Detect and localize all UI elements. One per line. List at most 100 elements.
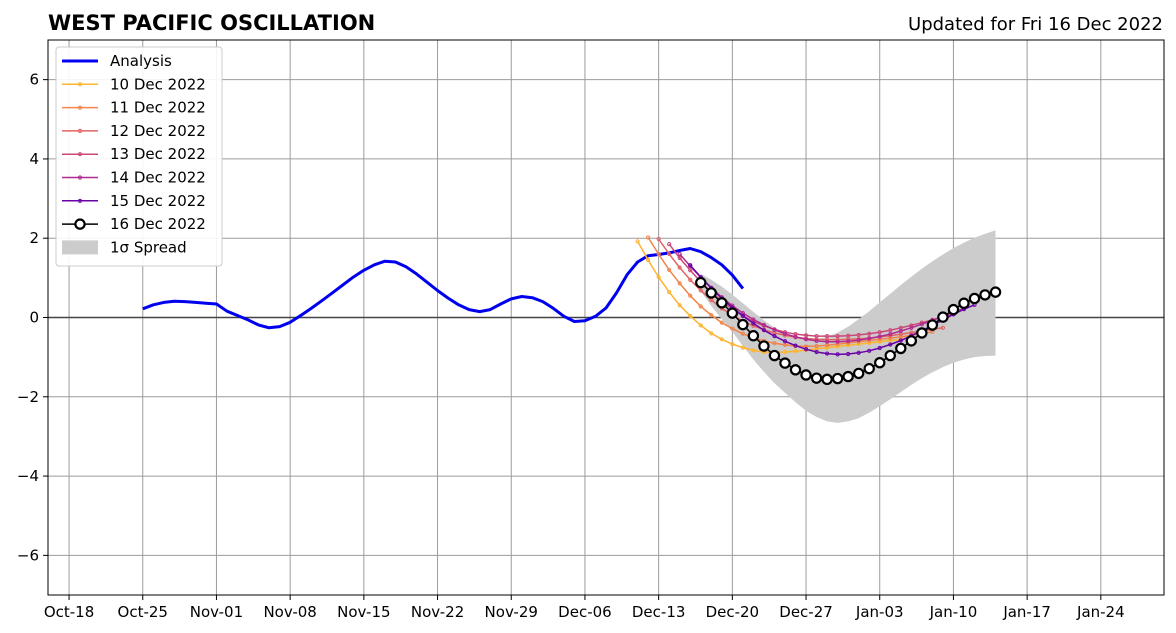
series-7-point	[726, 307, 739, 319]
legend-label: 16 Dec 2022	[110, 215, 206, 233]
series-6-point	[751, 321, 756, 326]
series-2-point	[656, 251, 661, 257]
series-7-point	[863, 362, 875, 375]
series-1-point	[667, 290, 672, 295]
y-tick-label: −2	[17, 388, 39, 406]
x-tick-label: Dec-27	[779, 603, 833, 621]
series-1-point	[888, 338, 893, 343]
y-tick-label: 2	[29, 229, 39, 247]
legend-swatch-spread	[62, 240, 98, 255]
series-7-point	[874, 356, 886, 369]
series-1-point	[646, 257, 651, 263]
series-6-point	[877, 345, 882, 351]
series-7-point	[895, 342, 907, 355]
series-lines	[142, 235, 1002, 386]
series-1-point	[730, 341, 735, 347]
series-2-point	[888, 336, 893, 341]
series-2-point	[719, 320, 724, 325]
series-7-point	[842, 370, 854, 383]
series-1-point	[740, 345, 745, 350]
legend-label: 14 Dec 2022	[110, 169, 206, 187]
series-5-point	[835, 339, 840, 344]
series-3-point	[688, 277, 693, 282]
x-tick-label: Oct-18	[44, 603, 94, 621]
x-tick-label: Nov-29	[485, 603, 538, 621]
series-6-point	[846, 351, 851, 357]
legend-label: 15 Dec 2022	[110, 192, 206, 210]
series-6-point	[814, 349, 819, 355]
series-4-point	[888, 328, 893, 333]
x-tick-label: Jan-03	[855, 603, 904, 621]
series-7-point	[831, 372, 844, 385]
legend-marker	[77, 152, 83, 157]
series-4-point	[667, 242, 672, 247]
series-2-point	[835, 341, 840, 347]
series-5-point	[909, 325, 914, 330]
series-2-point	[730, 326, 735, 331]
x-tick-label: Jan-10	[929, 603, 978, 621]
series-2-point	[698, 304, 703, 309]
x-tick-label: Nov-15	[337, 603, 390, 621]
series-2-point	[688, 293, 693, 298]
series-4-point	[688, 268, 693, 273]
legend-label: 13 Dec 2022	[110, 145, 206, 163]
series-2-point	[740, 331, 745, 336]
series-1-point	[793, 349, 798, 354]
series-4-point	[846, 333, 851, 338]
y-tick-label: −6	[17, 546, 39, 564]
series-5-point	[856, 337, 861, 343]
series-4-point	[803, 333, 809, 338]
series-3-point	[667, 251, 672, 257]
series-2-point	[709, 313, 714, 318]
chart-title: WEST PACIFIC OSCILLATION	[48, 11, 375, 35]
legend-marker	[77, 82, 83, 87]
series-5-point	[919, 322, 924, 327]
legend-marker	[77, 175, 83, 180]
series-2-point	[646, 235, 651, 240]
legend-label: 10 Dec 2022	[110, 75, 206, 93]
series-4-point	[877, 330, 882, 335]
y-tick-label: −4	[17, 467, 39, 485]
series-2-point	[677, 281, 682, 286]
series-4-point	[835, 334, 840, 339]
axes: Oct-18 Oct-25 Nov-01 Nov-08 Nov-15 Nov-22 Nov-…	[17, 39, 1165, 621]
series-6-point	[793, 343, 798, 348]
series-1-point	[867, 340, 872, 345]
y-tick-label: 0	[29, 309, 39, 327]
series-6-point	[888, 342, 893, 347]
series-1-point	[751, 348, 756, 353]
series-5-point	[761, 322, 767, 328]
series-6-point	[761, 328, 767, 333]
series-2-point	[772, 341, 777, 346]
series-0-line	[142, 247, 745, 330]
series-5-point	[793, 334, 798, 340]
series-1-point	[656, 274, 661, 280]
series-5-point	[898, 328, 903, 334]
x-tick-label: Oct-25	[118, 603, 168, 621]
series-1-point	[856, 341, 861, 347]
x-tick-label: Nov-22	[411, 603, 464, 621]
series-4-point	[867, 331, 872, 336]
series-3-point	[940, 325, 946, 330]
series-5-point	[877, 334, 882, 339]
x-tick-label: Dec-20	[706, 603, 760, 621]
series-1-point	[635, 239, 640, 244]
legend-marker	[77, 105, 83, 110]
series-2-line	[647, 237, 933, 348]
legend-label: 11 Dec 2022	[110, 99, 206, 117]
series-6-point	[824, 351, 830, 356]
x-tick-label: Jan-17	[1002, 603, 1051, 621]
series-6-point	[772, 334, 777, 339]
x-tick-label: Nov-01	[190, 603, 243, 621]
series-7-point	[947, 303, 960, 316]
series-7-point	[979, 289, 991, 301]
series-7-point	[758, 340, 770, 352]
series-3-point	[677, 265, 682, 270]
series-1-point	[709, 331, 714, 336]
series-6-point	[898, 338, 903, 343]
series-5-point	[772, 327, 777, 332]
series-2-point	[814, 343, 819, 349]
series-1-point	[877, 339, 882, 344]
x-tick-label: Nov-08	[263, 603, 316, 621]
series-7-point	[705, 287, 717, 299]
